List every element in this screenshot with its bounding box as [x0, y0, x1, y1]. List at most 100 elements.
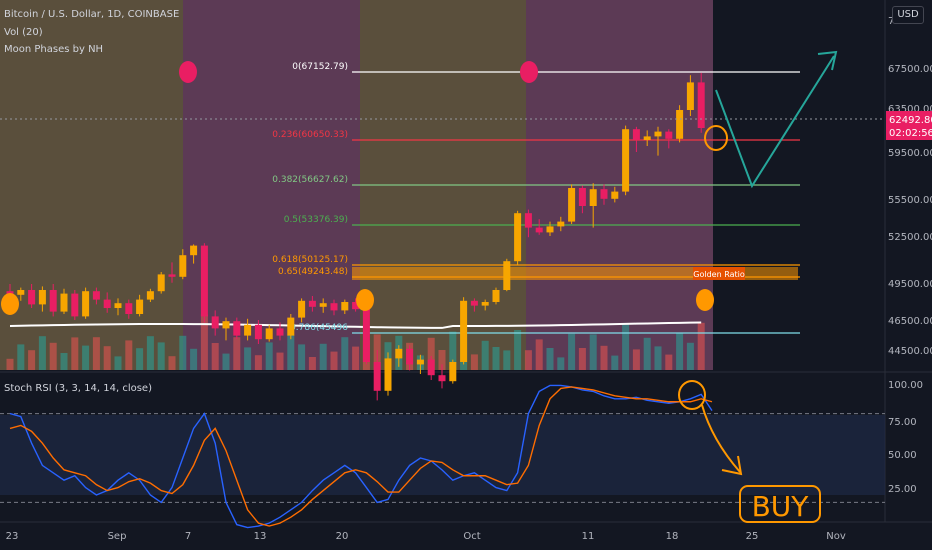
volume-bar — [330, 351, 338, 370]
candle-body — [38, 290, 46, 305]
time-axis-label: 7 — [185, 531, 191, 542]
candle-body — [244, 324, 252, 336]
price-axis-label: 55500.00 — [888, 195, 932, 206]
volume-bar — [470, 354, 478, 370]
candle-body — [384, 358, 392, 391]
candle-body — [492, 290, 500, 302]
moon-phase-legend[interactable]: Moon Phases by NH — [4, 44, 104, 55]
fib-level-label: 0.786(45496 — [290, 323, 348, 333]
rsi-band — [0, 415, 885, 495]
time-axis-label: Nov — [826, 531, 846, 542]
currency-button[interactable]: USD — [892, 6, 924, 24]
candle-body — [254, 324, 262, 340]
volume-bar — [136, 348, 144, 370]
candle-body — [622, 129, 630, 192]
volume-bar — [632, 349, 640, 370]
time-axis-label: 11 — [582, 531, 595, 542]
volume-bar — [114, 356, 122, 370]
price-axis-label: 46500.00 — [888, 316, 932, 327]
volume-bar — [298, 344, 306, 370]
volume-bar — [546, 348, 554, 370]
candle-body — [416, 359, 424, 365]
volume-bar — [514, 330, 522, 370]
volume-legend[interactable]: Vol (20) — [4, 27, 43, 38]
candle-body — [146, 291, 154, 300]
symbol-legend[interactable]: Bitcoin / U.S. Dollar, 1D, COINBASE — [4, 9, 180, 20]
candle-body — [28, 290, 36, 305]
candle-body — [449, 362, 457, 382]
candle-body — [395, 348, 403, 359]
volume-bar — [449, 331, 457, 370]
volume-bar — [254, 355, 262, 370]
price-axis-label: 49500.00 — [888, 279, 932, 290]
current-price-tag — [886, 111, 932, 140]
candle-body — [654, 131, 662, 137]
candle-body — [568, 188, 576, 222]
candle-body — [676, 110, 684, 139]
volume-bar — [697, 322, 705, 370]
volume-bar — [611, 355, 619, 370]
volume-bar — [265, 342, 273, 370]
candle-body — [352, 302, 360, 310]
volume-bar — [600, 345, 608, 370]
volume-bar — [438, 350, 446, 370]
candle-body — [686, 82, 694, 110]
volume-bar — [103, 346, 111, 370]
candle-body — [514, 213, 522, 262]
moon-phase-band — [183, 0, 360, 370]
price-axis-label: 63500.00 — [888, 104, 932, 115]
volume-bar — [503, 350, 511, 370]
candle-body — [308, 300, 316, 307]
buy-annotation-text: BUY — [752, 490, 810, 523]
moon-phase-marker — [1, 293, 19, 315]
current-price-value: 62492.80 — [889, 115, 932, 126]
volume-ma-line — [9, 321, 702, 329]
candle-body — [427, 359, 435, 376]
golden-ratio-label: Golden Ratio — [693, 270, 745, 279]
candle-body — [233, 321, 241, 336]
candle-body — [49, 290, 57, 312]
volume-bar — [341, 337, 349, 370]
moon-phase-marker — [356, 289, 374, 311]
volume-bar — [82, 345, 90, 370]
stoch-rsi-k-line — [9, 384, 713, 529]
volume-bar — [49, 342, 57, 370]
volume-bar — [146, 336, 154, 370]
volume-bar — [308, 357, 316, 370]
volume-bar — [200, 314, 208, 370]
volume-bar — [319, 343, 327, 370]
candle-body — [287, 317, 295, 336]
volume-bar — [168, 356, 176, 370]
candle-body — [200, 245, 208, 317]
time-axis-label: 20 — [336, 531, 349, 542]
stoch-rsi-legend[interactable]: Stoch RSI (3, 3, 14, 14, close) — [4, 383, 152, 394]
fib-level-label: 0(67152.79) — [292, 62, 348, 72]
volume-bar — [179, 335, 187, 370]
stoch-rsi-d-line — [9, 386, 713, 527]
volume-bar — [654, 346, 662, 370]
rsi-annotation-arrowhead — [721, 455, 743, 476]
rsi-annotation-circle — [678, 380, 706, 410]
volume-bar — [568, 333, 576, 370]
time-axis-label: Sep — [108, 531, 127, 542]
volume-bar — [557, 357, 565, 370]
candle-body — [578, 188, 586, 206]
candle-body — [481, 302, 489, 306]
candle-body — [103, 299, 111, 308]
fib-level-label: 0.382(56627.62) — [272, 175, 348, 185]
candle-body — [92, 291, 100, 300]
countdown-value: 02:02:56 — [889, 128, 932, 139]
projection-arrowhead — [817, 50, 838, 71]
candle-body — [60, 293, 68, 312]
projection-path — [715, 55, 835, 189]
price-axis-label: 52500.00 — [888, 232, 932, 243]
candle-body — [298, 300, 306, 318]
candle-body — [319, 303, 327, 307]
volume-bar — [578, 348, 586, 370]
candle-body — [341, 302, 349, 311]
candle-body — [470, 300, 478, 306]
candle-body — [71, 293, 79, 317]
candle-body — [190, 245, 198, 256]
volume-bar — [17, 344, 25, 370]
